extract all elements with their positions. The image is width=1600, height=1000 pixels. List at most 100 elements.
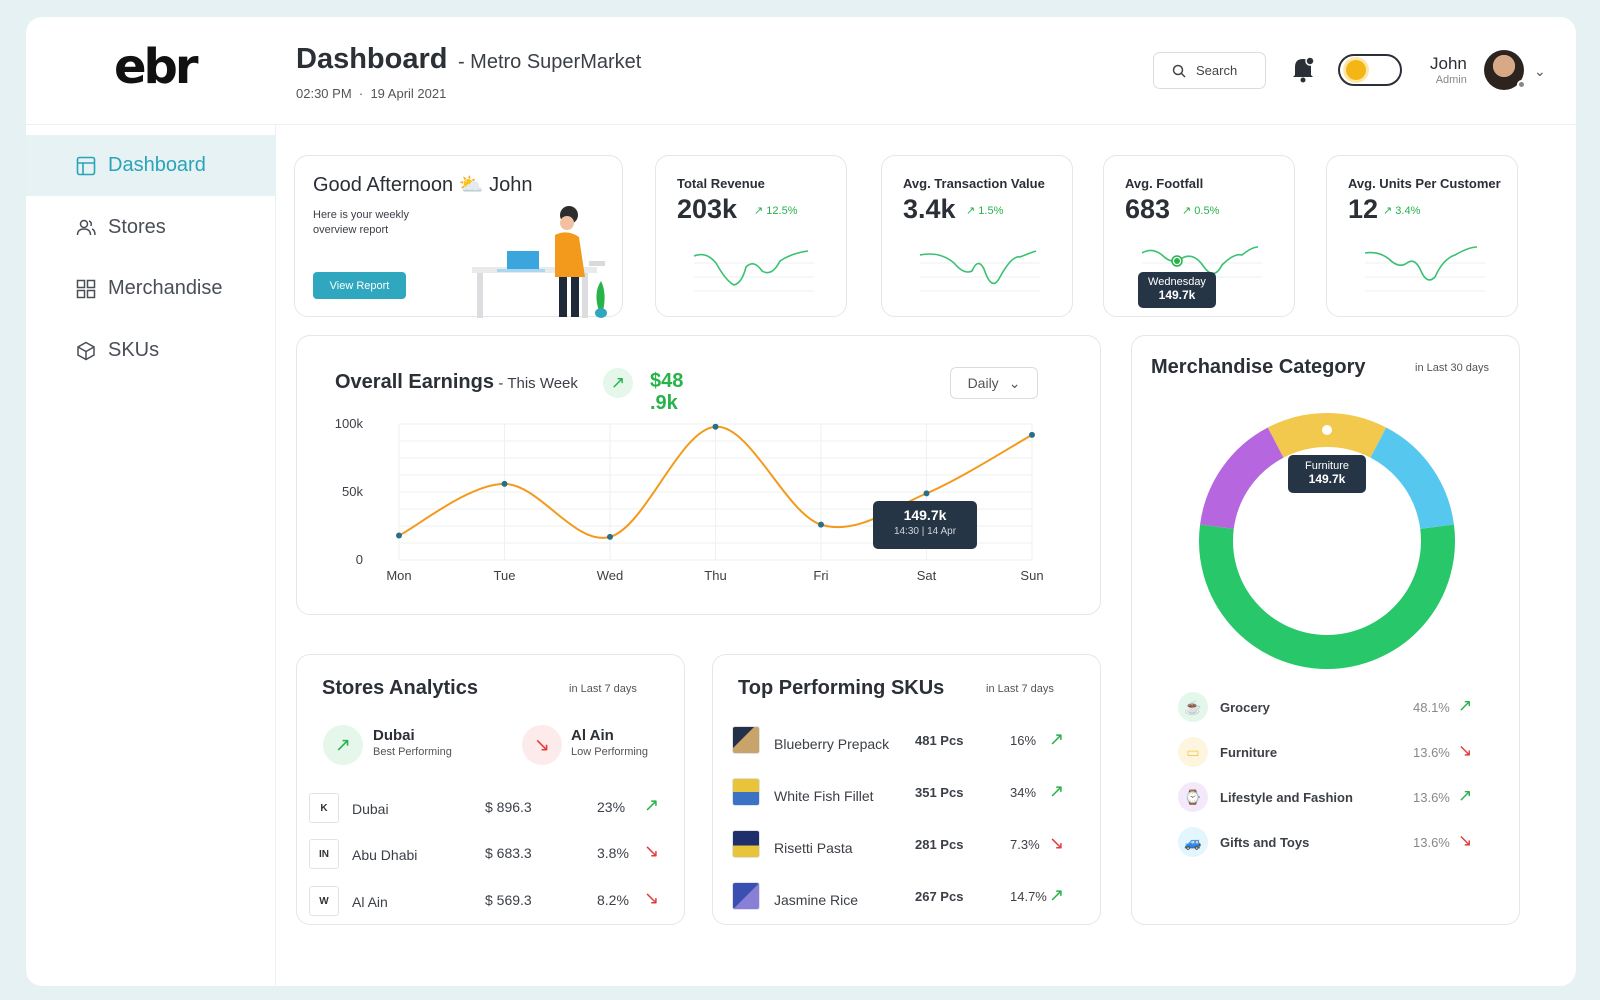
kpi-delta: ↗ 1.5% — [966, 204, 1003, 217]
sku-qty: 267 Pcs — [915, 889, 964, 904]
grid-icon — [76, 279, 96, 298]
sun-icon — [1346, 60, 1366, 80]
table-row[interactable]: IN Abu Dhabi $ 683.3 3.8% ↘ — [297, 833, 684, 879]
y-tick-label: 100k — [335, 416, 364, 431]
trend-down-icon: ↘ — [644, 841, 660, 861]
tooltip-value: 149.7k — [903, 507, 947, 523]
kpi-value: 683 — [1125, 194, 1171, 224]
merchandise-hint: in Last 30 days — [1415, 362, 1489, 374]
trend-up-icon: ↗ — [1049, 729, 1065, 749]
product-thumbnail — [732, 778, 760, 806]
greeting-name: John — [489, 174, 533, 196]
table-row[interactable]: K Dubai $ 896.3 23% ↗ — [297, 787, 684, 833]
bell-icon[interactable] — [1291, 55, 1315, 83]
earnings-amount: $48 .9k — [650, 370, 683, 414]
store-code: K — [309, 793, 339, 823]
data-point — [396, 532, 402, 539]
user-info[interactable]: John Admin — [1430, 54, 1467, 86]
store-name: Al Ain — [352, 894, 388, 910]
theme-toggle[interactable] — [1338, 54, 1402, 86]
donut-segment[interactable] — [1200, 427, 1285, 530]
sidebar-item-stores[interactable]: Stores — [26, 197, 276, 258]
legend-row-furniture[interactable]: ▭ Furniture 13.6% ↘ — [1132, 731, 1519, 777]
x-tick-label: Fri — [813, 568, 828, 583]
sku-qty: 281 Pcs — [915, 837, 964, 852]
trend-down-icon: ↘ — [1049, 833, 1065, 853]
skus-hint: in Last 7 days — [986, 683, 1054, 695]
search-box[interactable]: Search — [1153, 52, 1266, 89]
kpi-card-transaction: Avg. Transaction Value 3.4k ↗ 1.5% — [881, 155, 1073, 317]
list-item[interactable]: White Fish Fillet 351 Pcs 34% ↗ — [713, 771, 1100, 817]
low-store: Al Ain Low Performing — [571, 727, 648, 758]
donut-segment[interactable] — [1199, 524, 1455, 669]
kpi-delta-value: 12.5% — [766, 205, 798, 217]
welcome-text-line: overview report — [313, 224, 389, 236]
donut-chart — [1199, 413, 1455, 669]
user-role: Admin — [1435, 74, 1467, 86]
skus-card: Top Performing SKUs in Last 7 days Blueb… — [712, 654, 1101, 925]
data-point — [607, 533, 613, 540]
legend-row-grocery[interactable]: ☕ Grocery 48.1% ↗ — [1132, 686, 1519, 732]
legend-row-lifestyle[interactable]: ⌚ Lifestyle and Fashion 13.6% ↗ — [1132, 776, 1519, 822]
trend-up-icon: ↗ — [323, 725, 363, 765]
datetime: 02:30 PM · 19 April 2021 — [296, 86, 641, 101]
trend-up-icon: ↗ — [966, 205, 976, 217]
view-report-button[interactable]: View Report — [313, 272, 406, 299]
kpi-delta-value: 1.5% — [978, 205, 1004, 217]
donut-segment[interactable] — [1369, 427, 1454, 530]
header: ebr Dashboard - Metro SuperMarket 02:30 … — [26, 17, 1576, 125]
list-item[interactable]: Risetti Pasta 281 Pcs 7.3% ↘ — [713, 823, 1100, 869]
app-logo[interactable]: ebr — [114, 39, 199, 95]
tooltip-meta: 14:30 | 14 Apr — [893, 526, 957, 537]
merchandise-card: Merchandise Category in Last 30 days Fur… — [1131, 335, 1520, 925]
store-name: Dubai — [352, 801, 389, 817]
store-code: W — [309, 886, 339, 916]
sidebar-item-skus[interactable]: SKUs — [26, 320, 276, 381]
sku-pct: 34% — [1010, 785, 1037, 800]
earnings-amount-line: $48 — [650, 370, 684, 392]
page-title-block: Dashboard - Metro SuperMarket 02:30 PM ·… — [296, 43, 641, 101]
cube-icon — [77, 341, 95, 360]
trend-up-icon: ↗ — [1383, 205, 1393, 217]
list-item[interactable]: Jasmine Rice 267 Pcs 14.7% ↗ — [713, 875, 1100, 921]
period-dropdown[interactable]: Daily ⌄ — [950, 367, 1038, 399]
footfall-tooltip: Wednesday 149.7k — [1138, 272, 1216, 308]
data-point — [818, 521, 824, 528]
kpi-label: Avg. Units Per Customer — [1348, 176, 1501, 191]
sparkline — [694, 250, 814, 292]
trend-up-icon: ↗ — [1458, 696, 1473, 715]
store-amount: $ 896.3 — [485, 799, 532, 815]
welcome-card: Good Afternoon ⛅ John Here is your weekl… — [294, 155, 623, 318]
user-name: John — [1430, 54, 1467, 73]
sku-pct: 14.7% — [1010, 889, 1047, 904]
stores-card: Stores Analytics in Last 7 days ↗ Dubai … — [296, 654, 685, 925]
sidebar-item-label: Dashboard — [108, 154, 206, 176]
watch-icon: ⌚ — [1178, 782, 1208, 812]
legend-pct: 13.6% — [1413, 835, 1450, 850]
x-tick-label: Wed — [597, 568, 624, 583]
app-window: ebr Dashboard - Metro SuperMarket 02:30 … — [26, 17, 1576, 986]
earnings-period: - This Week — [498, 375, 578, 392]
low-store-name: Al Ain — [571, 727, 614, 744]
store-pct: 8.2% — [597, 892, 629, 908]
x-tick-label: Thu — [704, 568, 726, 583]
kpi-value: 203k — [677, 194, 738, 224]
trend-up-icon: ↗ — [1049, 885, 1065, 905]
illustration-desk — [472, 206, 607, 318]
list-item[interactable]: Blueberry Prepack 481 Pcs 16% ↗ — [713, 719, 1100, 765]
product-thumbnail — [732, 830, 760, 858]
legend-row-gifts[interactable]: 🚙 Gifts and Toys 13.6% ↘ — [1132, 821, 1519, 867]
table-row[interactable]: W Al Ain $ 569.3 8.2% ↘ — [297, 880, 684, 926]
store-amount: $ 683.3 — [485, 845, 532, 861]
welcome-text-line: Here is your weekly — [313, 209, 409, 221]
weather-icon: ⛅ — [458, 174, 484, 196]
sidebar-item-merchandise[interactable]: Merchandise — [26, 258, 276, 319]
kpi-card-revenue: Total Revenue 203k ↗ 12.5% — [655, 155, 847, 317]
trend-down-icon: ↘ — [1458, 741, 1473, 760]
chevron-down-icon[interactable]: ⌄ — [1534, 63, 1546, 79]
skus-title: Top Performing SKUs — [738, 677, 945, 699]
stores-hint: in Last 7 days — [569, 683, 637, 695]
separator-dot: · — [355, 86, 371, 101]
sidebar-item-dashboard[interactable]: Dashboard — [26, 135, 276, 196]
avatar[interactable] — [1484, 50, 1526, 90]
